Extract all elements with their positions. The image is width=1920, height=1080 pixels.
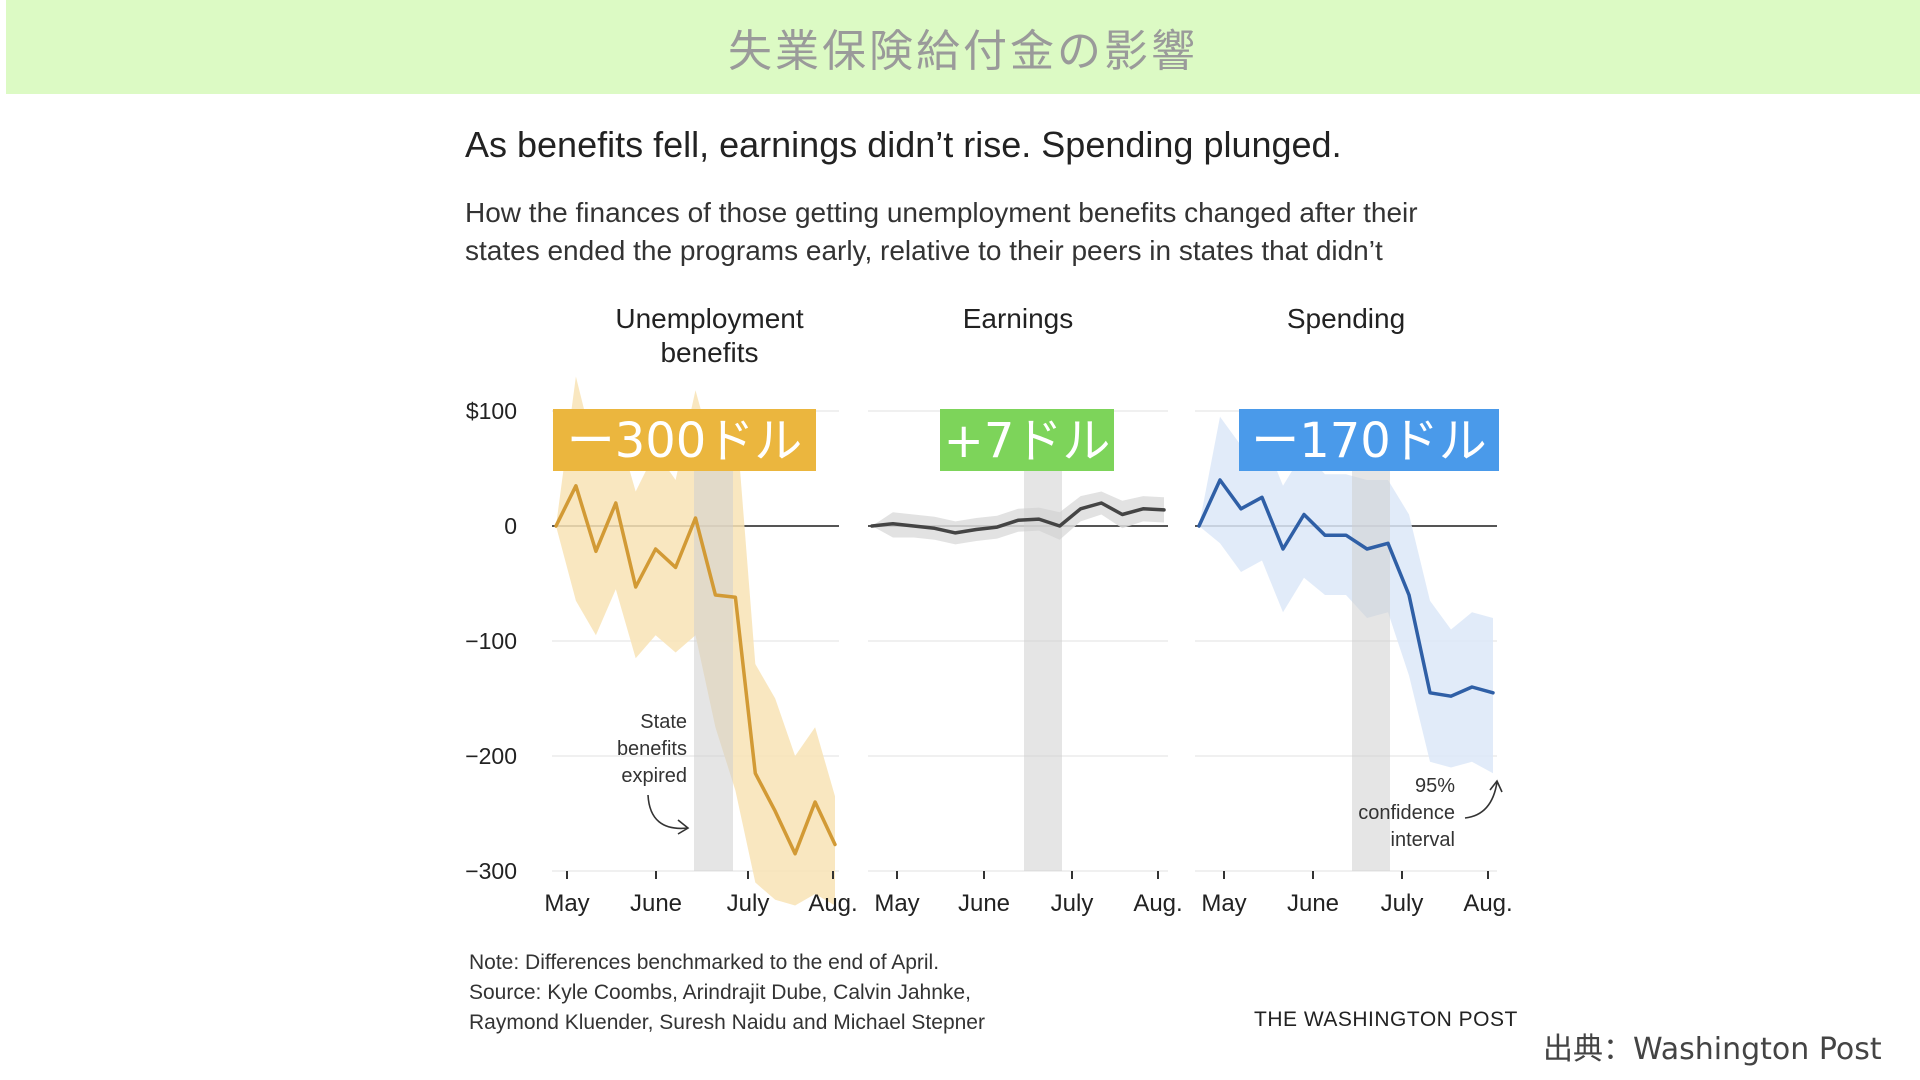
change-badge xyxy=(940,409,1114,471)
chart-annotation: State xyxy=(640,711,687,733)
chart-annotation: interval xyxy=(1391,829,1455,851)
title-banner: 失業保険給付金の影響 xyxy=(6,0,1920,94)
x-tick-label: Aug. xyxy=(1463,890,1512,917)
panel-title: Earnings xyxy=(963,303,1074,334)
series-line xyxy=(870,501,1166,535)
confidence-band xyxy=(1199,416,1493,774)
x-tick-label: May xyxy=(874,890,919,917)
x-tick-label: July xyxy=(1381,890,1424,917)
y-tick-label: −200 xyxy=(465,743,517,769)
confidence-band xyxy=(556,376,835,906)
source-text: Raymond Kluender, Suresh Naidu and Micha… xyxy=(469,1011,985,1034)
annotation-arrowhead xyxy=(677,819,690,835)
annotation-arrow xyxy=(1464,781,1498,819)
source-text: Source: Kyle Coombs, Arindrajit Dube, Ca… xyxy=(469,981,971,1004)
chart-headline: As benefits fell, earnings didn’t rise. … xyxy=(465,124,1342,165)
subtitle-line: How the finances of those getting unempl… xyxy=(465,197,1418,228)
annotation-arrowhead xyxy=(1489,779,1503,793)
chart-annotation: 95% xyxy=(1415,775,1455,797)
x-tick-label: July xyxy=(727,890,770,917)
subtitle-line: states ended the programs early, relativ… xyxy=(465,235,1383,266)
x-tick-label: May xyxy=(544,890,589,917)
chart-subtitle: How the finances of those getting unempl… xyxy=(465,194,1565,270)
x-tick-label: June xyxy=(1287,890,1339,917)
chart-annotation: confidence xyxy=(1358,802,1455,824)
change-badge-label: +7ドル xyxy=(944,413,1111,469)
x-tick-label: Aug. xyxy=(1133,890,1182,917)
expiry-period-shade xyxy=(1024,411,1062,871)
expiry-period-shade xyxy=(1352,411,1390,871)
y-tick-label: 0 xyxy=(504,513,517,539)
publisher-credit: THE WASHINGTON POST xyxy=(1254,1008,1518,1031)
panel-title: Unemployment xyxy=(615,303,804,334)
x-tick-label: June xyxy=(958,890,1010,917)
panel-title: benefits xyxy=(660,337,758,368)
x-tick-label: Aug. xyxy=(808,890,857,917)
change-badge-label: ー170ドル xyxy=(1251,413,1487,469)
chart-notes: Note: Differences benchmarked to the end… xyxy=(469,948,985,1038)
panel-title: Spending xyxy=(1287,303,1405,334)
series-line xyxy=(554,484,837,856)
change-badge-label: ー300ドル xyxy=(567,413,803,469)
x-tick-label: June xyxy=(630,890,682,917)
confidence-band xyxy=(872,491,1164,545)
y-tick-label: −300 xyxy=(465,858,517,884)
source-label: 出典：Washington Post xyxy=(1543,1032,1882,1067)
banner-title: 失業保険給付金の影響 xyxy=(728,26,1198,77)
annotation-arrow xyxy=(647,794,689,830)
x-tick-label: July xyxy=(1051,890,1094,917)
chart-annotation: expired xyxy=(621,765,687,787)
change-badge xyxy=(1239,409,1499,471)
series-line xyxy=(1197,478,1495,698)
change-badge xyxy=(553,409,816,471)
expiry-period-shade xyxy=(694,411,733,871)
y-tick-label: $100 xyxy=(466,398,517,424)
chart-annotation: benefits xyxy=(617,738,687,760)
y-tick-label: −100 xyxy=(465,628,517,654)
x-tick-label: May xyxy=(1201,890,1246,917)
note-text: Note: Differences benchmarked to the end… xyxy=(469,951,940,974)
